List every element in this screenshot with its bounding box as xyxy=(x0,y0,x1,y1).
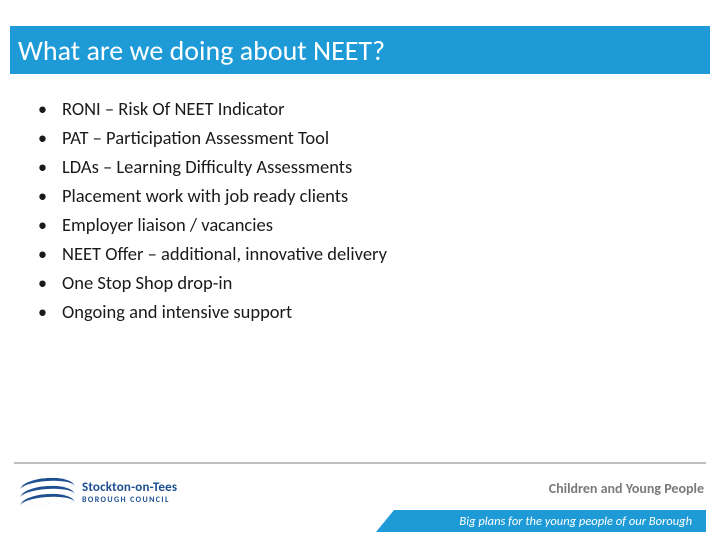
list-item: •NEET Offer – additional, innovative del… xyxy=(38,241,678,267)
bullet-text: RONI – Risk Of NEET Indicator xyxy=(62,96,285,122)
title-bar: What are we doing about NEET? xyxy=(10,26,710,74)
bullet-icon: • xyxy=(38,212,62,238)
bullet-icon: • xyxy=(38,241,62,267)
council-branding: Stockton-on-Tees BOROUGH COUNCIL xyxy=(20,472,177,512)
tagline-text: Big plans for the young people of our Bo… xyxy=(459,514,692,529)
list-item: •Ongoing and intensive support xyxy=(38,299,678,325)
footer: Stockton-on-Tees BOROUGH COUNCIL Childre… xyxy=(0,462,720,540)
footer-divider xyxy=(14,462,706,464)
bullet-icon: • xyxy=(38,154,62,180)
council-text: Stockton-on-Tees BOROUGH COUNCIL xyxy=(82,481,177,504)
bullet-list: •RONI – Risk Of NEET Indicator•PAT – Par… xyxy=(38,96,678,328)
footer-right: Children and Young People xyxy=(549,480,704,497)
list-item: •One Stop Shop drop-in xyxy=(38,270,678,296)
bullet-icon: • xyxy=(38,125,62,151)
council-subtitle: BOROUGH COUNCIL xyxy=(82,496,177,504)
bullet-icon: • xyxy=(38,183,62,209)
bullet-text: Placement work with job ready clients xyxy=(62,183,348,209)
bullet-icon: • xyxy=(38,299,62,325)
slide: What are we doing about NEET? •RONI – Ri… xyxy=(0,0,720,540)
bullet-text: Employer liaison / vacancies xyxy=(62,212,273,238)
council-name: Stockton-on-Tees xyxy=(82,481,177,494)
bullet-text: Ongoing and intensive support xyxy=(62,299,292,325)
list-item: •Placement work with job ready clients xyxy=(38,183,678,209)
bullet-icon: • xyxy=(38,96,62,122)
slide-title: What are we doing about NEET? xyxy=(18,33,385,68)
bullet-text: PAT – Participation Assessment Tool xyxy=(62,125,329,151)
list-item: •LDAs – Learning Difficulty Assessments xyxy=(38,154,678,180)
list-item: •Employer liaison / vacancies xyxy=(38,212,678,238)
bullet-text: One Stop Shop drop-in xyxy=(62,270,232,296)
list-item: •RONI – Risk Of NEET Indicator xyxy=(38,96,678,122)
department-label: Children and Young People xyxy=(549,480,704,497)
bullet-icon: • xyxy=(38,270,62,296)
council-logo-icon xyxy=(20,472,74,512)
list-item: •PAT – Participation Assessment Tool xyxy=(38,125,678,151)
bullet-text: LDAs – Learning Difficulty Assessments xyxy=(62,154,352,180)
tagline-bar: Big plans for the young people of our Bo… xyxy=(376,510,706,532)
bullet-text: NEET Offer – additional, innovative deli… xyxy=(62,241,387,267)
